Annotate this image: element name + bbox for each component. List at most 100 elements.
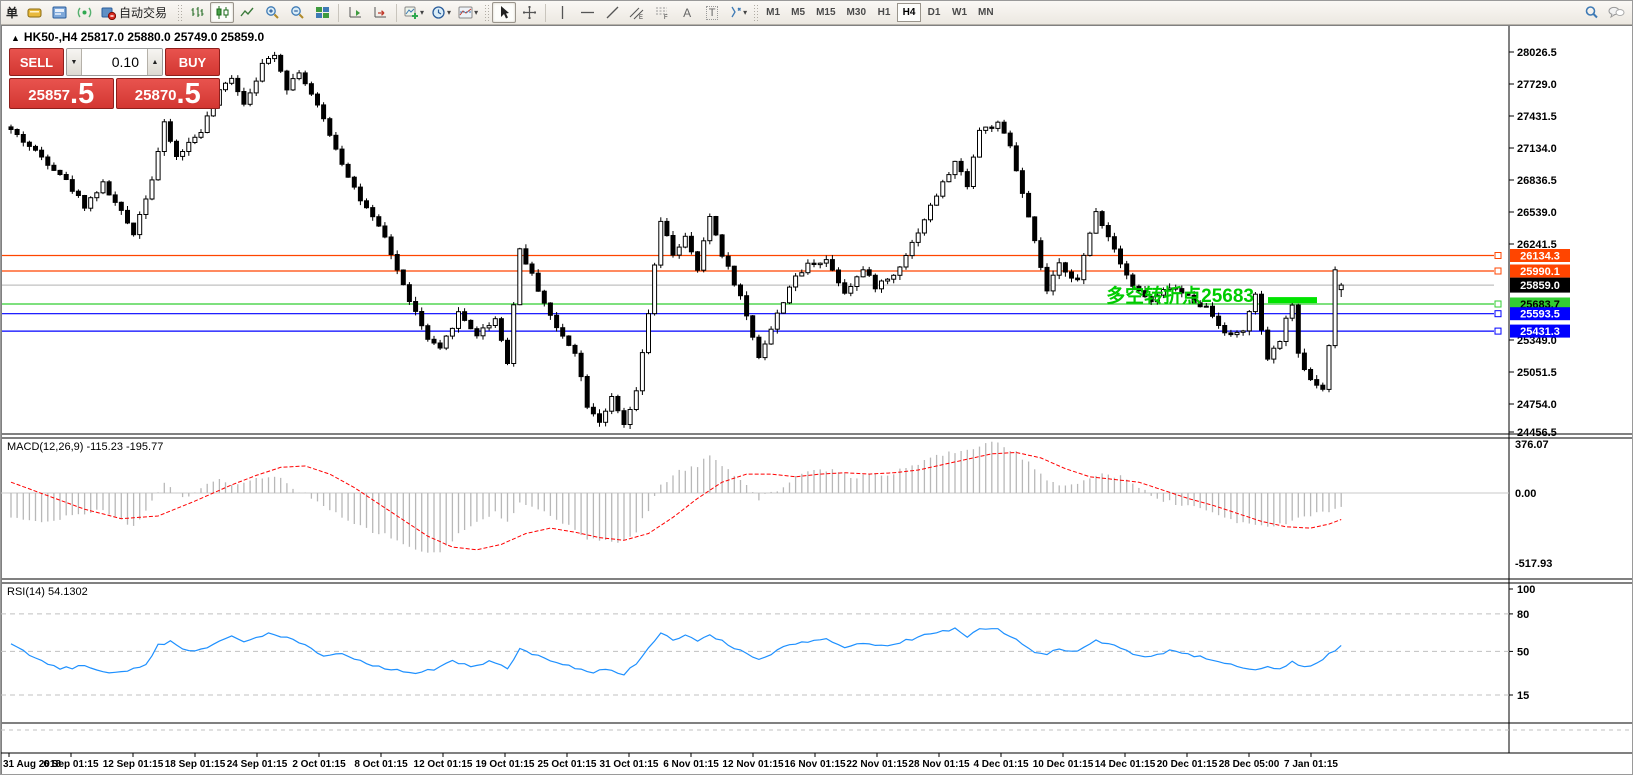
toolbar-separator: [338, 3, 340, 22]
indicators-button[interactable]: ▾: [401, 2, 427, 23]
chat-button[interactable]: [1604, 2, 1628, 23]
vertical-line-tool[interactable]: [550, 2, 574, 23]
svg-text:12 Oct 01:15: 12 Oct 01:15: [414, 759, 473, 770]
svg-text:12 Nov 01:15: 12 Nov 01:15: [722, 759, 784, 770]
search-button[interactable]: [1579, 2, 1603, 23]
cursor-button[interactable]: [492, 2, 517, 23]
chat-bubbles-icon: [1608, 6, 1624, 19]
templates-button[interactable]: ▾: [455, 2, 481, 23]
line-chart-icon: [239, 7, 254, 17]
crosshair-button[interactable]: [517, 2, 541, 23]
autoscroll-button[interactable]: [343, 2, 367, 23]
sell-price-dec: .5: [70, 78, 95, 110]
svg-text:28 Dec 05:00: 28 Dec 05:00: [1219, 759, 1280, 770]
svg-text:28026.5: 28026.5: [1517, 47, 1557, 59]
zoom-out-button[interactable]: [285, 2, 309, 23]
line-chart-button[interactable]: [235, 2, 259, 23]
svg-text:15: 15: [1517, 690, 1529, 702]
zoom-out-icon: [290, 6, 304, 19]
svg-text:25990.1: 25990.1: [1520, 266, 1560, 278]
volume-decrease-button[interactable]: ▼: [67, 49, 82, 75]
svg-text:24754.0: 24754.0: [1517, 399, 1557, 411]
svg-text:22 Nov 01:15: 22 Nov 01:15: [846, 759, 908, 770]
vertical-line-icon: [561, 6, 563, 19]
autotrading-button[interactable]: 自动交易: [97, 2, 174, 23]
timeframe-w1[interactable]: W1: [952, 7, 967, 18]
candlestick-chart-button[interactable]: [210, 2, 235, 23]
chart-shift-icon: [374, 7, 386, 18]
dropdown-arrow-icon: ▾: [743, 8, 748, 17]
svg-text:25859.0: 25859.0: [1520, 280, 1560, 292]
trendline-tool[interactable]: [600, 2, 624, 23]
buy-price-button[interactable]: 25870.5: [115, 78, 220, 110]
sell-price-int: 25857: [28, 87, 71, 104]
timeframe-m15[interactable]: M15: [816, 7, 836, 18]
arrows-tool[interactable]: ▾: [725, 2, 750, 23]
timeframe-h4[interactable]: H4: [897, 3, 921, 22]
text-tool[interactable]: A: [675, 2, 699, 23]
sell-button[interactable]: SELL: [9, 48, 64, 76]
svg-text:28 Nov 01:15: 28 Nov 01:15: [908, 759, 970, 770]
timeframe-d1[interactable]: D1: [927, 7, 941, 18]
chart-shift-button[interactable]: [368, 2, 392, 23]
autotrading-label: 自动交易: [119, 6, 168, 20]
svg-text:50: 50: [1517, 646, 1529, 658]
price-axis[interactable]: 28026.5 27729.0 27431.5 27134.0 26836.5 26539…: [1509, 47, 1570, 702]
new-order-button[interactable]: 单: [6, 6, 19, 20]
svg-text:376.07: 376.07: [1515, 439, 1549, 451]
buy-price-int: 25870: [134, 87, 177, 104]
svg-text:4 Dec 01:15: 4 Dec 01:15: [973, 759, 1028, 770]
svg-text:24 Sep 01:15: 24 Sep 01:15: [227, 759, 288, 770]
signals-button[interactable]: [72, 2, 96, 23]
volume-increase-button[interactable]: ▲: [147, 49, 162, 75]
timeframe-mn[interactable]: MN: [978, 7, 994, 18]
toolbar-grip[interactable]: [484, 3, 490, 22]
svg-text:26241.5: 26241.5: [1517, 239, 1557, 251]
svg-text:16 Nov 01:15: 16 Nov 01:15: [784, 759, 846, 770]
buy-price-dec: .5: [176, 78, 201, 110]
timeframe-m1[interactable]: M1: [766, 7, 781, 18]
chart-area[interactable]: 多空转折点25683 28026.5 27729.0 27431.5 27134.0 26…: [1, 25, 1633, 774]
rsi-line: [10, 627, 1342, 676]
step-up-icon: ▲: [151, 58, 159, 66]
svg-text:25 Oct 01:15: 25 Oct 01:15: [538, 759, 597, 770]
timeframe-m30[interactable]: M30: [846, 7, 866, 18]
periods-button[interactable]: ▾: [428, 2, 454, 23]
autoscroll-icon: [349, 7, 361, 18]
pane-separators[interactable]: [1, 433, 1633, 724]
trendline-icon: [606, 6, 619, 19]
zoom-in-icon: [265, 6, 279, 19]
toolbar: 单 自动交易: [1, 1, 1632, 25]
svg-text:6 Nov 01:15: 6 Nov 01:15: [663, 759, 719, 770]
fibonacci-tool[interactable]: F: [650, 2, 674, 23]
candlestick-chart-icon: [216, 6, 229, 19]
buy-button[interactable]: BUY: [165, 48, 220, 76]
svg-text:26134.3: 26134.3: [1520, 251, 1560, 263]
arrows-shapes-icon: [731, 6, 742, 18]
label-tool[interactable]: T: [700, 2, 724, 23]
bar-chart-icon: [191, 7, 204, 17]
timeframe-m5[interactable]: M5: [791, 7, 806, 18]
toolbar-grip[interactable]: [753, 3, 759, 22]
navigator-button[interactable]: [47, 2, 71, 23]
volume-input[interactable]: 0.10: [82, 49, 147, 75]
bar-chart-button[interactable]: [185, 2, 209, 23]
svg-text:E: E: [639, 15, 643, 20]
svg-text:18 Sep 01:15: 18 Sep 01:15: [165, 759, 226, 770]
timeframe-h1[interactable]: H1: [877, 7, 891, 18]
svg-text:31 Aug 2018: 31 Aug 2018: [3, 759, 61, 770]
svg-text:多空转折点25683: 多空转折点25683: [1106, 284, 1254, 307]
channel-tool[interactable]: E: [625, 2, 649, 23]
zoom-in-button[interactable]: [260, 2, 284, 23]
toolbar-grip[interactable]: [177, 3, 183, 22]
horizontal-line-tool[interactable]: [575, 2, 599, 23]
toolbar-separator: [545, 3, 547, 22]
svg-text:8 Oct 01:15: 8 Oct 01:15: [354, 759, 408, 770]
add-indicator-icon: [404, 6, 419, 19]
quotes-button[interactable]: [22, 2, 46, 23]
turning-point-annotation[interactable]: 多空转折点25683: [1106, 284, 1317, 307]
sell-price-button[interactable]: 25857.5: [9, 78, 114, 109]
tile-windows-button[interactable]: [310, 2, 334, 23]
cursor-arrow-icon: [500, 6, 509, 19]
